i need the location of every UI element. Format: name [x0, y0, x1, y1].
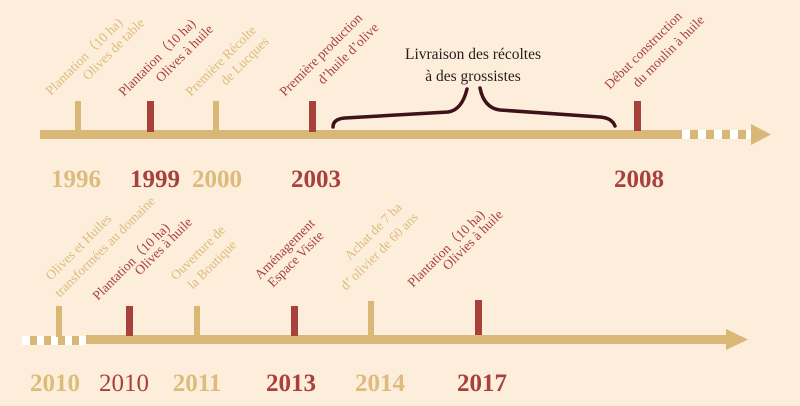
curly-brace	[331, 86, 617, 129]
year-label: 2008	[614, 166, 664, 193]
tick-2010-b	[126, 306, 133, 336]
tick-1999	[147, 101, 154, 132]
tick-2017	[475, 300, 482, 335]
tick-2013	[291, 306, 298, 336]
year-label: 2010	[99, 370, 149, 397]
tick-2010-a	[56, 306, 62, 337]
bottom-axis-line	[86, 335, 728, 344]
year-label: 2010	[30, 370, 80, 397]
tick-2011	[194, 306, 200, 336]
brace-note-line: Livraison des récoltes	[404, 46, 542, 63]
year-label: 2011	[172, 370, 222, 397]
tick-2000	[213, 101, 219, 132]
bottom-axis-dashed-start	[22, 336, 86, 345]
year-label: 2003	[291, 166, 341, 193]
year-label: 1996	[51, 166, 101, 193]
year-label: 2017	[457, 370, 507, 397]
year-label: 2014	[355, 370, 405, 397]
tick-2014	[368, 301, 374, 336]
year-label: 2013	[266, 370, 316, 397]
year-label: 2000	[192, 166, 242, 193]
year-label: 1999	[130, 166, 180, 193]
tick-1996	[75, 101, 81, 132]
tick-2003	[309, 101, 316, 132]
tick-2008	[634, 101, 641, 131]
top-axis-dashed-extension	[682, 130, 752, 139]
brace-note-line: à des grossistes	[425, 68, 521, 85]
top-axis-line	[40, 130, 682, 139]
bottom-axis-arrowhead	[726, 329, 748, 350]
top-axis-arrowhead	[751, 124, 771, 145]
